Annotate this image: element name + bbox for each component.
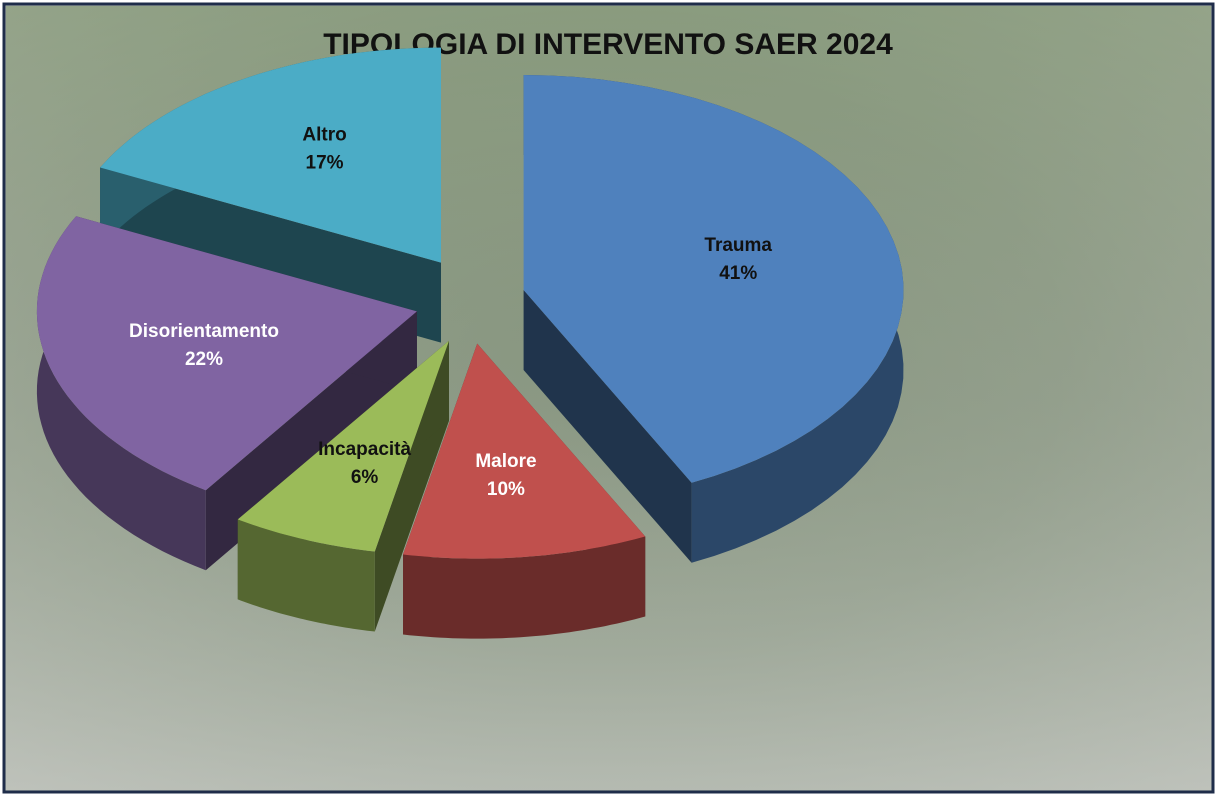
pie-slice xyxy=(403,343,646,559)
slice-value-label: 6% xyxy=(351,467,379,488)
pie-slice xyxy=(100,47,441,263)
slice-value-label: 22% xyxy=(185,349,223,370)
slice-label: Altro xyxy=(302,124,346,145)
slice-side xyxy=(403,536,646,639)
pie-slice xyxy=(36,216,417,491)
slice-label: Malore xyxy=(475,451,536,472)
slice-label: Disorientamento xyxy=(129,321,279,342)
slice-label: Incapacità xyxy=(318,439,411,460)
slice-label: Trauma xyxy=(704,235,772,256)
pie-slice xyxy=(237,340,449,552)
slice-side xyxy=(237,519,375,632)
slice-value-label: 10% xyxy=(487,479,525,500)
slice-side xyxy=(36,216,206,571)
slice-value-label: 41% xyxy=(719,263,757,284)
slice-wall xyxy=(523,290,692,563)
slice-value-label: 17% xyxy=(306,152,344,173)
pie-slice xyxy=(523,75,904,483)
